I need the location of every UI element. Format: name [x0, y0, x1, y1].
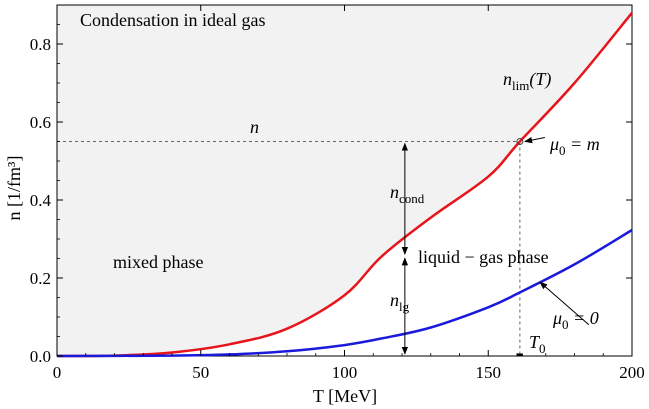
intersection-point — [516, 138, 524, 145]
y-tick-label: 0.6 — [30, 113, 51, 132]
x-tick-label: 0 — [53, 363, 62, 382]
y-tick-label: 0.4 — [30, 191, 52, 210]
series-mu0-zero-line — [56, 228, 633, 358]
x-axis-ticks: 0 50 100 150 200 — [53, 5, 645, 382]
mu-m-label: μ0 = m — [549, 134, 600, 158]
x-tick-label: 200 — [619, 363, 645, 382]
series-n-lim-line — [56, 12, 633, 358]
mu-0-label: μ0 = 0 — [552, 308, 599, 332]
x-tick-label: 150 — [476, 363, 502, 382]
mu-0-pointer-arrow — [539, 281, 590, 326]
n-lg-label: nlg — [390, 290, 410, 314]
T0-label: T0 — [529, 332, 546, 356]
y-axis-ticks: 0.0 0.2 0.4 0.6 0.8 — [30, 24, 632, 366]
x-tick-label: 100 — [332, 363, 358, 382]
mu-m-pointer-arrow — [524, 136, 545, 144]
n-lim-label: nlim(T) — [503, 69, 551, 93]
n-cond-label: ncond — [390, 182, 425, 206]
chart-title: Condensation in ideal gas — [80, 10, 265, 30]
y-tick-label: 0.2 — [30, 269, 51, 288]
y-tick-label: 0.8 — [30, 35, 51, 54]
x-axis-title: T [MeV] — [313, 386, 377, 406]
y-axis-title: n [1/fm³] — [4, 156, 24, 221]
liquid-gas-phase-label: liquid − gas phase — [418, 247, 549, 267]
mixed-phase-region — [57, 5, 632, 356]
y-tick-label: 0.0 — [30, 347, 51, 366]
mixed-phase-label: mixed phase — [113, 252, 203, 272]
x-tick-label: 50 — [192, 363, 209, 382]
n-label: n — [250, 117, 259, 137]
